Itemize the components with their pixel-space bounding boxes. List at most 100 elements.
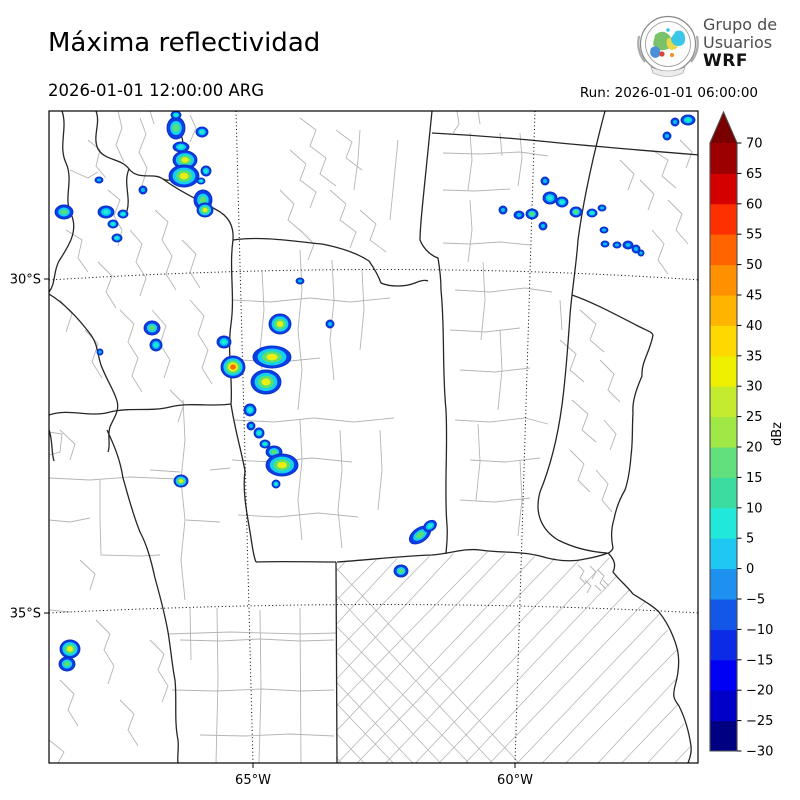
partido-line [0, 545, 8, 770]
department-line [517, 132, 523, 187]
province-line [162, 178, 234, 241]
province-line [571, 294, 654, 336]
department-line [289, 149, 317, 209]
colorbar-tick-label: −30 [746, 745, 773, 760]
colorbar-segment [710, 295, 737, 326]
department-line [299, 607, 302, 763]
department-line [65, 229, 89, 273]
department-line [99, 480, 161, 557]
reflectivity-cell [538, 221, 548, 231]
colorbar-tick-label: 50 [746, 258, 763, 273]
reflectivity-ring [416, 531, 424, 539]
reflectivity-ring [178, 479, 184, 483]
reflectivity-cell [173, 474, 189, 488]
department-line [232, 297, 391, 303]
reflectivity-cell [117, 209, 129, 219]
department-line [584, 579, 592, 594]
colorbar-segment [710, 325, 737, 357]
department-line [167, 631, 337, 635]
gridline-65w [235, 111, 254, 763]
department-line [237, 512, 359, 518]
reflectivity-ring [673, 120, 677, 124]
reflectivity-ring [174, 113, 178, 117]
partido-line [336, 551, 477, 763]
gridline-30s [49, 269, 698, 281]
reflectivity-cell [271, 479, 281, 489]
reflectivity-cell [569, 206, 583, 218]
reflectivity-cell [393, 564, 409, 578]
colorbar-segment [710, 690, 737, 722]
wrf-users-group-logo-icon [637, 15, 699, 77]
buenos-aires-partido-mesh [0, 545, 691, 770]
department-line [49, 431, 63, 456]
department-line [377, 429, 383, 511]
department-line [497, 329, 503, 411]
department-line [469, 457, 541, 463]
colorbar-tick-label: 30 [746, 380, 763, 395]
department-line [577, 564, 587, 585]
colorbar-segment [710, 447, 737, 478]
department-line [499, 132, 503, 157]
reflectivity-cell [498, 205, 508, 215]
reflectivity-ring [111, 222, 115, 226]
page-title: Máxima reflectividad [48, 28, 321, 58]
reflectivity-cell [295, 277, 305, 285]
partido-line [23, 545, 245, 770]
reflectivity-ring [121, 212, 125, 216]
department-line [603, 419, 617, 451]
partido-line [336, 551, 495, 763]
reflectivity-cell [631, 244, 641, 254]
department-line [59, 299, 73, 333]
province-line [440, 289, 448, 555]
department-line [329, 259, 335, 381]
run-time-label: Run: 2026-01-01 06:00:00 [579, 85, 758, 101]
reflectivity-ring [149, 325, 155, 331]
logo-line-wrf: WRF [703, 51, 748, 71]
reflectivity-ring [543, 179, 547, 183]
reflectivity-ring [221, 339, 227, 345]
department-line [119, 309, 143, 393]
reflectivity-ring [141, 188, 145, 192]
department-line [594, 584, 602, 592]
department-line [215, 607, 219, 763]
reflectivity-cell [250, 369, 282, 395]
reflectivity-cell [600, 240, 610, 248]
reflectivity-ring [516, 213, 522, 217]
partido-line [408, 551, 622, 763]
colorbar-tick-label: 60 [746, 197, 763, 212]
reflectivity-cell [195, 126, 209, 138]
colorbar-tick-label: 55 [746, 228, 763, 243]
reflectivity-cell [597, 204, 607, 212]
partido-line [0, 545, 164, 770]
reflectivity-ring [590, 211, 594, 215]
colorbar-segment [710, 264, 737, 296]
reflectivity-cell [196, 202, 214, 218]
colorbar-tick-label: −10 [746, 623, 773, 638]
reflectivity-cell [325, 319, 335, 329]
reflectivity-ring [615, 243, 619, 247]
reflectivity-ring [204, 169, 208, 173]
colorbar-tick-label: −25 [746, 714, 773, 729]
reflectivity-cell [622, 240, 634, 250]
reflectivity-cell [670, 117, 680, 127]
department-line [279, 189, 303, 233]
department-line [517, 459, 523, 537]
valid-time-label: 2026-01-01 12:00:00 ARG [48, 81, 265, 100]
partido-line [591, 551, 691, 763]
reflectivity-cell [58, 656, 76, 672]
logo-text: Grupo de Usuarios WRF [703, 16, 777, 71]
partido-line [458, 551, 673, 763]
colorbar-segment [710, 173, 737, 205]
colorbar-tick-label: −20 [746, 684, 773, 699]
reflectivity-cell [97, 205, 115, 219]
department-line [467, 132, 473, 191]
province-line [607, 552, 692, 763]
reflectivity-cell [172, 150, 198, 170]
partido-line [336, 551, 441, 763]
department-line [359, 209, 387, 253]
reflectivity-cell [408, 525, 432, 545]
map-frame [48, 110, 699, 764]
partido-line [558, 551, 691, 763]
reflectivity-cell [193, 189, 213, 211]
